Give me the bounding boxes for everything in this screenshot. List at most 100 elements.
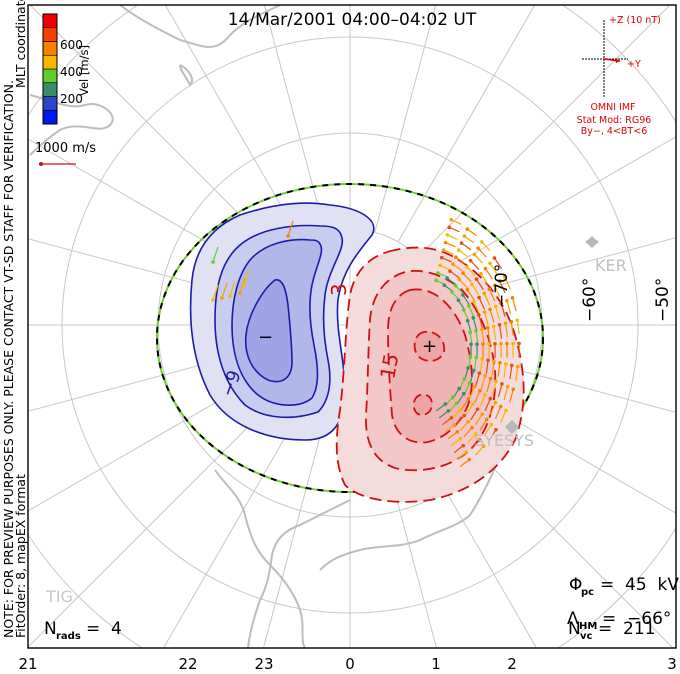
velocity-vector (497, 362, 501, 377)
velocity-vector (221, 282, 228, 299)
velocity-vector (465, 403, 474, 416)
velocity-vector-origin (489, 422, 494, 427)
velocity-vector (503, 364, 507, 378)
velocity-vector (449, 270, 460, 279)
reference-vector-label: 1000 m/s (35, 141, 96, 156)
velocity-vector-origin (445, 276, 450, 281)
velocity-vector (498, 324, 503, 339)
velocity-vector (463, 427, 473, 438)
velocity-vector-origin (482, 310, 487, 314)
velocity-vector-origin (483, 374, 487, 378)
velocity-vector-origin (447, 225, 452, 230)
velocity-vector (443, 249, 454, 256)
mlt-meridian (28, 138, 268, 278)
velocity-vector-origin (492, 283, 497, 287)
radar-stations: KER SYE SYS TIG (45, 235, 627, 606)
velocity-vector-origin (488, 307, 492, 312)
pos-contour-fill-3 (387, 288, 473, 444)
velocity-vector (447, 431, 458, 440)
velocity-vector-origin (486, 358, 490, 362)
velocity-vector (510, 321, 514, 336)
svg-text:= −66°: = −66° (602, 609, 671, 629)
velocity-vector (450, 219, 462, 225)
velocity-vector-origin (450, 290, 454, 294)
velocity-vector (461, 398, 469, 410)
velocity-vector (212, 284, 219, 301)
velocity-vector (497, 383, 503, 398)
velocity-vector (487, 327, 491, 342)
pos-contour-fill-4 (413, 330, 446, 362)
velocity-vector-origin (482, 291, 487, 296)
velocity-vector-origin (503, 321, 508, 326)
velocity-vector-origin (511, 387, 516, 392)
velocity-vector (484, 424, 492, 436)
velocity-vector-origin (439, 255, 444, 260)
velocity-vector-origin (474, 328, 478, 333)
velocity-vector (504, 323, 509, 338)
velocity-vector-origin (492, 256, 497, 260)
velocity-vector (445, 241, 456, 248)
coordinate-system-label: MLT coordinates (13, 0, 28, 88)
velocity-vector (243, 269, 250, 286)
velocity-vector (287, 220, 294, 237)
mlt-tick-label: 2 (507, 655, 517, 673)
velocity-vector (499, 280, 506, 294)
velocity-vector-origin (456, 298, 461, 303)
colorbar-segment (42, 109, 58, 125)
velocity-vector-origin (505, 384, 510, 389)
velocity-vector (449, 226, 460, 233)
velocity-vector-origin (476, 246, 480, 250)
mlt-tick-label: 21 (18, 655, 37, 673)
colorbar-label: Vel [m/s] (77, 45, 91, 96)
velocity-vector-origin (485, 325, 490, 330)
mlt-tick-label: 22 (178, 655, 197, 673)
imf-source: OMNI IMF (590, 102, 635, 113)
velocity-vector-origin (461, 293, 465, 297)
colorbar-segment (42, 96, 58, 111)
velocity-vector (461, 242, 472, 251)
velocity-vector (455, 256, 466, 265)
velocity-vector (506, 300, 512, 314)
colorbar-segment (42, 68, 58, 84)
coastlines (29, 5, 516, 648)
velocity-vector (483, 293, 491, 306)
station-label-sys: SYS (504, 431, 534, 450)
velocity-vector (474, 390, 481, 404)
velocity-vector (484, 268, 493, 280)
velocity-vector-origin (443, 402, 448, 406)
velocity-vector (475, 373, 480, 387)
velocity-vector-origin (509, 319, 514, 324)
mlt-meridian (164, 5, 303, 243)
mlt-meridian (442, 237, 676, 301)
velocity-vector-origin (487, 287, 492, 292)
svg-text:N: N (44, 619, 57, 639)
lat-label-60: −60° (580, 278, 600, 322)
velocity-vector (473, 357, 477, 372)
velocity-vector-origin (453, 283, 458, 288)
velocity-vector-origin (477, 371, 482, 375)
velocity-vector-origin (474, 432, 478, 436)
velocity-vector (486, 378, 492, 392)
velocity-vector-origin (438, 263, 442, 268)
heppner-maynard-boundary (156, 183, 544, 493)
velocity-vector-origin (220, 296, 224, 300)
velocity-vector-origin (461, 443, 466, 448)
velocity-vector-origin (469, 342, 473, 347)
velocity-vector-origin (449, 416, 454, 420)
velocity-vector-origin (441, 248, 446, 252)
velocity-vector-origin (480, 327, 484, 332)
velocity-vector (493, 284, 501, 298)
mlt-meridian (162, 407, 303, 648)
velocity-vector (464, 235, 474, 244)
mlt-meridian (432, 372, 676, 514)
velocity-vector-origin (465, 318, 470, 323)
imf-stat-model: Stat Mod: RG96 (577, 115, 652, 126)
velocity-vector (504, 276, 511, 290)
velocity-vector-origin (493, 342, 497, 346)
coastline-antarctic-peninsula (247, 499, 351, 648)
velocity-vector (474, 413, 483, 426)
colorbar-tick-200: 200 (60, 92, 83, 106)
velocity-vector-origin (467, 457, 472, 462)
velocity-vector-origin (449, 217, 454, 222)
velocity-vector (511, 297, 517, 312)
